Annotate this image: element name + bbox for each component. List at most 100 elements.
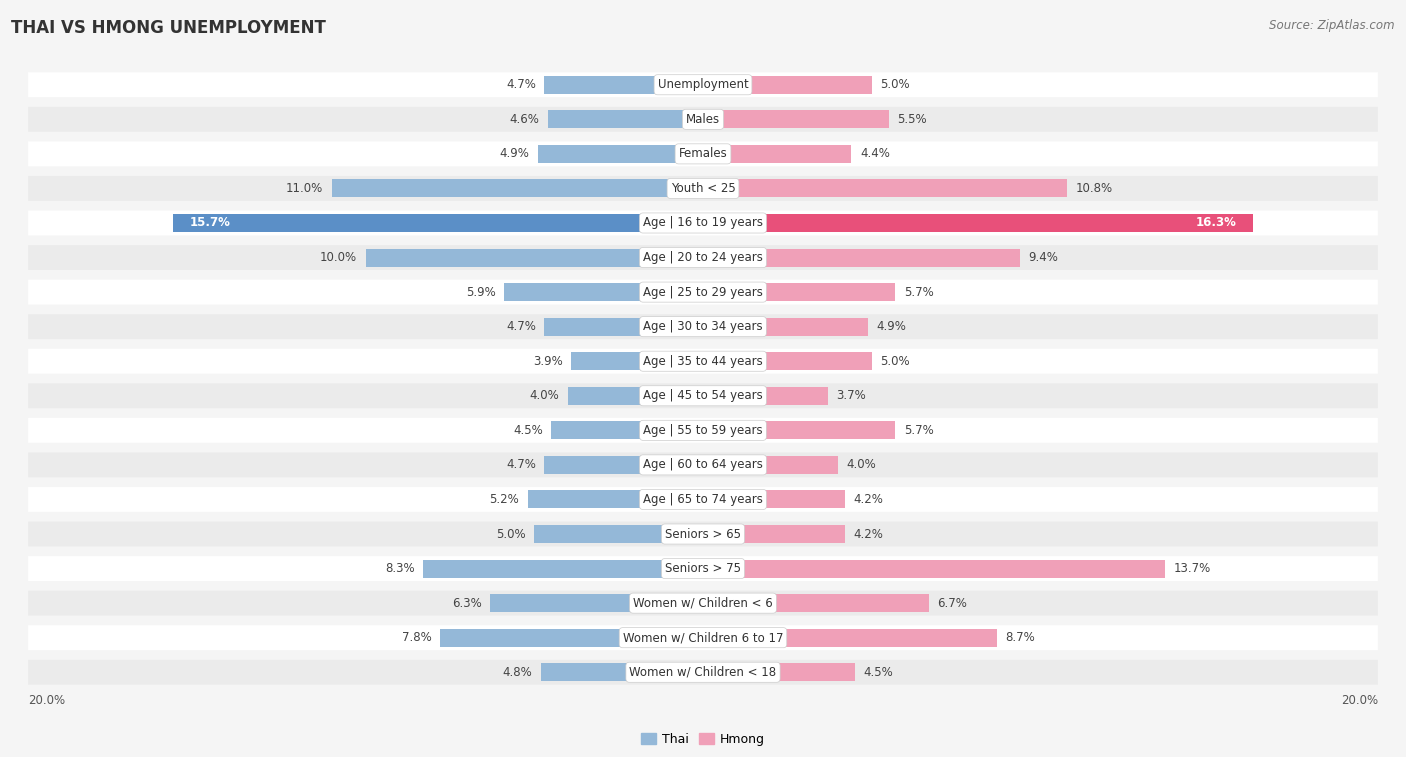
Bar [541, 663, 703, 681]
Text: Seniors > 75: Seniors > 75 [665, 562, 741, 575]
Bar [703, 629, 997, 646]
Bar [503, 283, 703, 301]
Bar [703, 352, 872, 370]
Bar [332, 179, 703, 198]
Bar [703, 248, 1021, 266]
Text: 13.7%: 13.7% [1174, 562, 1211, 575]
Bar [544, 318, 703, 335]
Text: Women w/ Children 6 to 17: Women w/ Children 6 to 17 [623, 631, 783, 644]
Text: 7.8%: 7.8% [402, 631, 432, 644]
FancyBboxPatch shape [28, 210, 1378, 235]
FancyBboxPatch shape [28, 142, 1378, 167]
Bar [544, 456, 703, 474]
Text: 4.2%: 4.2% [853, 493, 883, 506]
Legend: Thai, Hmong: Thai, Hmong [636, 727, 770, 751]
Bar [423, 559, 703, 578]
Text: Women w/ Children < 6: Women w/ Children < 6 [633, 597, 773, 609]
Text: 4.2%: 4.2% [853, 528, 883, 540]
Text: 5.0%: 5.0% [496, 528, 526, 540]
Text: Source: ZipAtlas.com: Source: ZipAtlas.com [1270, 19, 1395, 32]
Text: 20.0%: 20.0% [28, 693, 65, 707]
Bar [703, 525, 845, 543]
Bar [173, 214, 703, 232]
Text: 4.7%: 4.7% [506, 78, 536, 92]
FancyBboxPatch shape [28, 73, 1378, 97]
Text: Age | 65 to 74 years: Age | 65 to 74 years [643, 493, 763, 506]
Text: 15.7%: 15.7% [190, 217, 231, 229]
FancyBboxPatch shape [28, 590, 1378, 615]
Text: 6.7%: 6.7% [938, 597, 967, 609]
Text: 4.8%: 4.8% [503, 665, 533, 679]
Text: 10.0%: 10.0% [321, 251, 357, 264]
Bar [491, 594, 703, 612]
FancyBboxPatch shape [28, 349, 1378, 374]
Text: 16.3%: 16.3% [1195, 217, 1236, 229]
Bar [703, 111, 889, 128]
Text: 3.9%: 3.9% [533, 355, 562, 368]
Text: 4.7%: 4.7% [506, 320, 536, 333]
FancyBboxPatch shape [28, 176, 1378, 201]
Bar [703, 283, 896, 301]
Text: 4.4%: 4.4% [860, 148, 890, 160]
Text: 4.6%: 4.6% [509, 113, 540, 126]
Bar [703, 422, 896, 439]
Text: 4.9%: 4.9% [499, 148, 529, 160]
Text: Age | 45 to 54 years: Age | 45 to 54 years [643, 389, 763, 402]
Bar [703, 179, 1067, 198]
Bar [537, 145, 703, 163]
Text: Women w/ Children < 18: Women w/ Children < 18 [630, 665, 776, 679]
Text: 6.3%: 6.3% [453, 597, 482, 609]
Text: Age | 55 to 59 years: Age | 55 to 59 years [643, 424, 763, 437]
Bar [551, 422, 703, 439]
Text: Age | 60 to 64 years: Age | 60 to 64 years [643, 459, 763, 472]
Text: 5.7%: 5.7% [904, 424, 934, 437]
Bar [440, 629, 703, 646]
Bar [703, 491, 845, 509]
Bar [703, 214, 1253, 232]
Text: 5.0%: 5.0% [880, 355, 910, 368]
Text: 4.5%: 4.5% [513, 424, 543, 437]
Bar [366, 248, 703, 266]
FancyBboxPatch shape [28, 625, 1378, 650]
Text: Youth < 25: Youth < 25 [671, 182, 735, 195]
Bar [534, 525, 703, 543]
Text: 3.7%: 3.7% [837, 389, 866, 402]
Text: Age | 20 to 24 years: Age | 20 to 24 years [643, 251, 763, 264]
Text: 4.5%: 4.5% [863, 665, 893, 679]
Text: 4.7%: 4.7% [506, 459, 536, 472]
Bar [568, 387, 703, 405]
Text: Females: Females [679, 148, 727, 160]
Text: 5.9%: 5.9% [465, 285, 495, 298]
Bar [703, 145, 852, 163]
Bar [703, 76, 872, 94]
Bar [544, 76, 703, 94]
Bar [548, 111, 703, 128]
Text: 4.0%: 4.0% [530, 389, 560, 402]
Text: Unemployment: Unemployment [658, 78, 748, 92]
Text: 8.7%: 8.7% [1005, 631, 1035, 644]
Text: THAI VS HMONG UNEMPLOYMENT: THAI VS HMONG UNEMPLOYMENT [11, 19, 326, 37]
FancyBboxPatch shape [28, 279, 1378, 304]
Text: 5.2%: 5.2% [489, 493, 519, 506]
Text: 8.3%: 8.3% [385, 562, 415, 575]
Bar [703, 663, 855, 681]
Text: 20.0%: 20.0% [1341, 693, 1378, 707]
FancyBboxPatch shape [28, 487, 1378, 512]
Text: 5.0%: 5.0% [880, 78, 910, 92]
Bar [703, 559, 1166, 578]
FancyBboxPatch shape [28, 314, 1378, 339]
Text: 5.7%: 5.7% [904, 285, 934, 298]
Text: 9.4%: 9.4% [1029, 251, 1059, 264]
Text: 5.5%: 5.5% [897, 113, 927, 126]
Text: Age | 30 to 34 years: Age | 30 to 34 years [643, 320, 763, 333]
FancyBboxPatch shape [28, 418, 1378, 443]
Bar [571, 352, 703, 370]
Text: Males: Males [686, 113, 720, 126]
FancyBboxPatch shape [28, 556, 1378, 581]
Text: 4.9%: 4.9% [877, 320, 907, 333]
FancyBboxPatch shape [28, 453, 1378, 478]
FancyBboxPatch shape [28, 383, 1378, 408]
Text: Age | 25 to 29 years: Age | 25 to 29 years [643, 285, 763, 298]
Bar [703, 318, 869, 335]
Bar [703, 387, 828, 405]
